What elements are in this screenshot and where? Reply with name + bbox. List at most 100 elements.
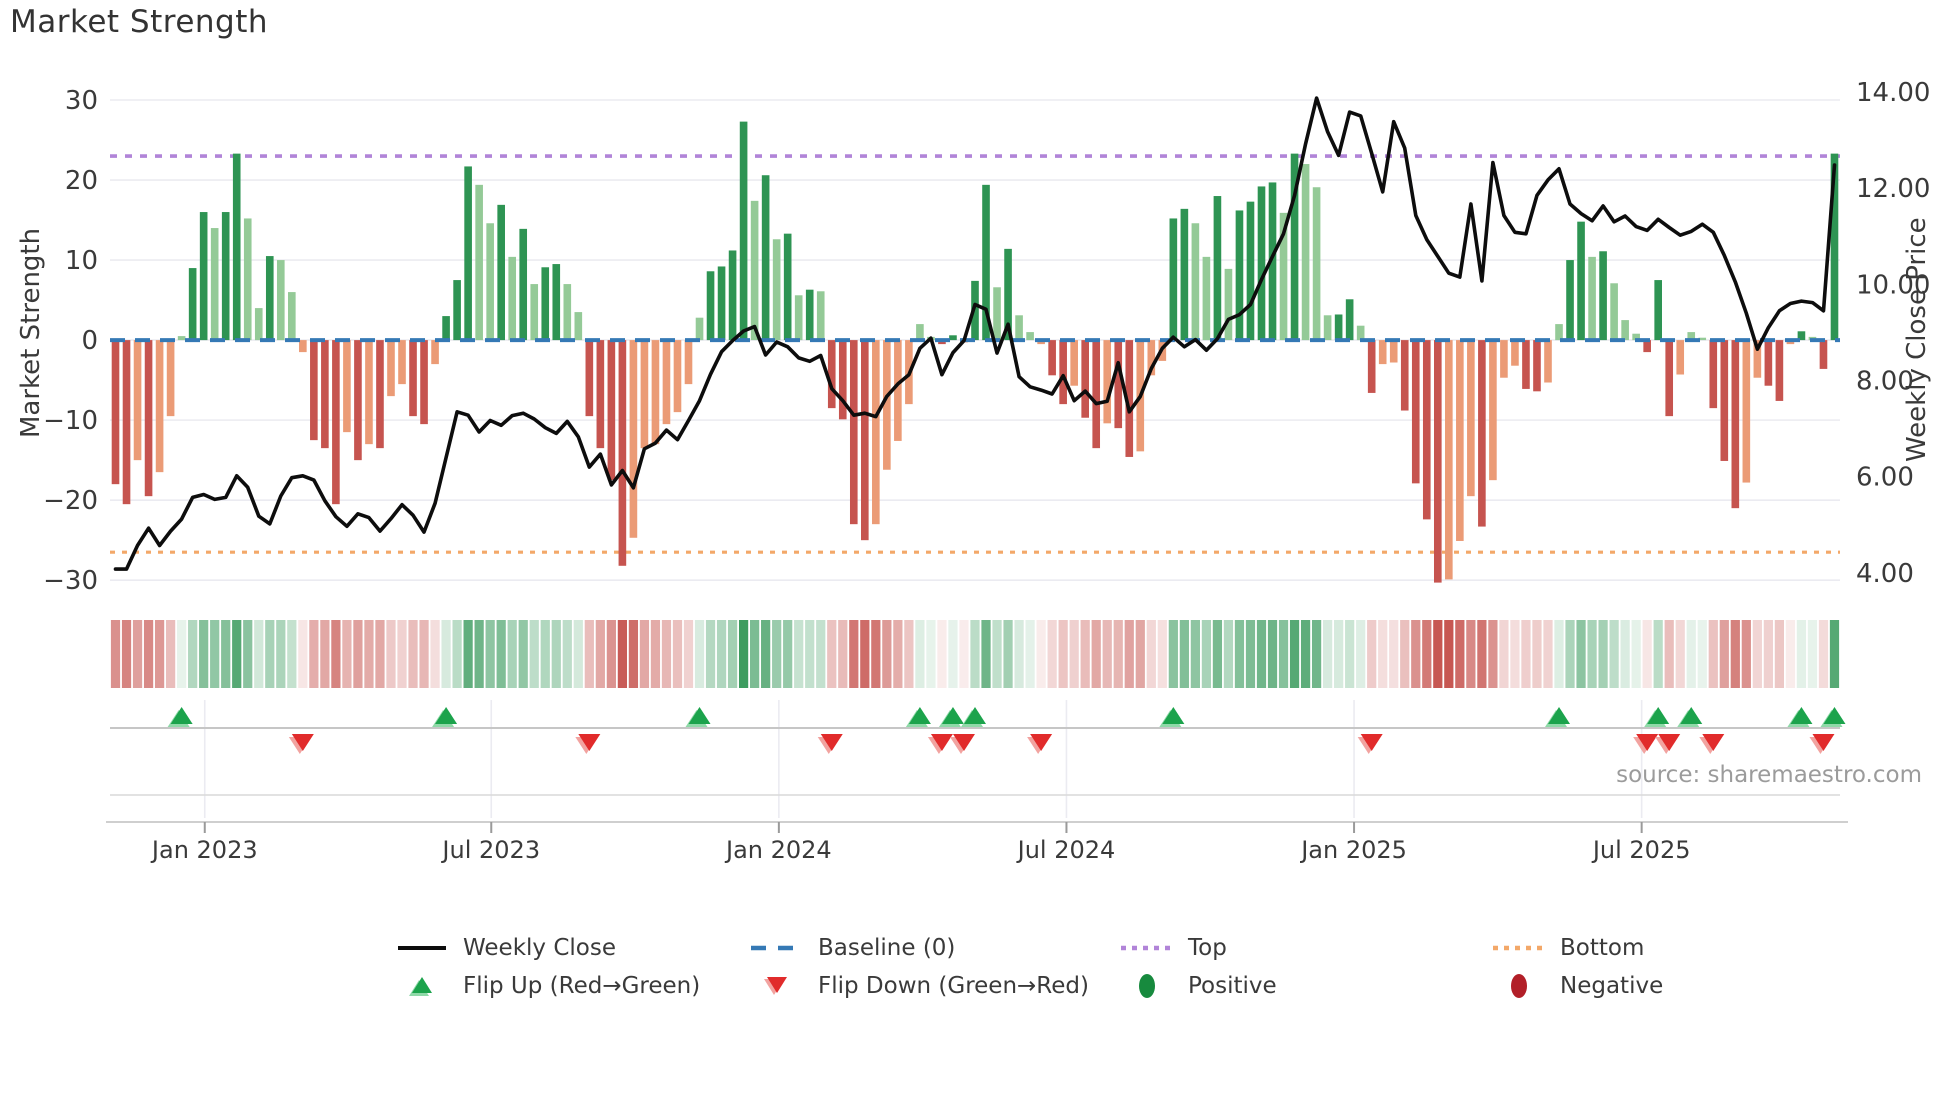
heatmap-cell (331, 620, 341, 688)
flip-down-triangle (952, 734, 975, 751)
heatmap-cell (386, 620, 396, 688)
heatmap-cell (375, 620, 385, 688)
strength-bar (706, 271, 715, 341)
strength-bar (739, 121, 748, 341)
strength-bar (398, 340, 406, 385)
heatmap-cell (1543, 620, 1553, 688)
heatmap-cell (1091, 620, 1101, 688)
flip-down-triangle (930, 734, 953, 751)
heatmap-cell (992, 620, 1002, 688)
strength-bar (243, 218, 252, 341)
flip-up-triangle (964, 707, 986, 724)
strength-bar (1445, 340, 1453, 580)
strength-bar (1334, 314, 1343, 341)
heatmap-cell (1278, 620, 1289, 688)
strength-bar (409, 340, 417, 417)
strength-bar (431, 340, 439, 365)
heatmap-cell (1300, 620, 1311, 688)
strength-bar (1489, 340, 1497, 481)
heatmap-cell (1686, 620, 1696, 688)
strength-bar (453, 280, 461, 341)
heatmap-cell (1400, 620, 1410, 688)
strength-bar (1004, 248, 1012, 341)
flip-up-triangle (1790, 707, 1813, 724)
x-tick-label: Jul 2025 (1591, 836, 1691, 864)
strength-bar (442, 316, 450, 341)
negative-dot-icon (1490, 971, 1548, 1001)
heatmap-cell (540, 620, 550, 688)
heatmap-cell (1047, 620, 1057, 688)
strength-bar (1555, 324, 1563, 341)
heatmap-cell (1774, 620, 1785, 688)
strength-bar (133, 340, 142, 461)
left-y-tick-label: 10 (65, 246, 98, 276)
strength-bar (1070, 340, 1078, 386)
strength-bar (1169, 218, 1178, 341)
strength-bar (155, 340, 164, 473)
heatmap-cell (154, 620, 165, 688)
strength-bar (1720, 340, 1729, 461)
heatmap-cell (353, 620, 363, 688)
heatmap-cell (1212, 620, 1223, 688)
heatmap-cell (485, 620, 495, 688)
heatmap-cell (738, 620, 749, 688)
heatmap-cell (1631, 620, 1641, 688)
legend-label: Bottom (1560, 935, 1645, 961)
heatmap-cell (617, 620, 627, 688)
heatmap-cell (1477, 620, 1487, 688)
strength-bar (519, 228, 528, 341)
heatmap-cell (584, 620, 594, 688)
heatmap-cell (794, 620, 804, 688)
strength-bar (1037, 340, 1045, 345)
strength-bar (221, 212, 230, 341)
heatmap-cell (320, 620, 330, 688)
left-y-tick-label: −20 (43, 486, 98, 516)
heatmap-cell (1014, 620, 1024, 688)
heatmap-cell (419, 620, 429, 688)
strength-bar (508, 256, 517, 341)
right-y-tick-label: 8.00 (1856, 367, 1914, 397)
heatmap-cell (342, 620, 352, 688)
heatmap-cell (860, 620, 870, 688)
strength-bar (772, 239, 781, 341)
strength-bar (1478, 340, 1486, 527)
strength-bar (1709, 340, 1718, 409)
strength-bar (1687, 332, 1696, 341)
legend-label: Baseline (0) (818, 935, 956, 961)
strength-bar (1081, 340, 1090, 418)
heatmap-cell (1807, 620, 1818, 688)
heatmap-cell (1598, 620, 1608, 688)
heatmap-cell (143, 620, 154, 688)
flip-up-triangle (1162, 707, 1185, 724)
heatmap-cell (243, 620, 253, 688)
strength-bar (541, 267, 550, 341)
strength-bar (1411, 340, 1420, 484)
heatmap-cell (1168, 620, 1178, 688)
heatmap-cell (1102, 620, 1112, 688)
flip-down-triangle (291, 734, 314, 751)
strength-bar (563, 284, 572, 341)
flip-down-triangle (1030, 734, 1053, 751)
heatmap-cell (1576, 620, 1586, 688)
heatmap-cell (1532, 620, 1542, 688)
heatmap-cell (518, 620, 528, 688)
heatmap-cell (871, 620, 881, 688)
legend-item-positive: Positive (1118, 968, 1277, 1004)
legend-item-baseline: Baseline (0) (748, 930, 955, 966)
strength-bar (1180, 208, 1189, 341)
heatmap-cell (882, 620, 892, 688)
legend-label: Negative (1560, 973, 1664, 999)
strength-bar (794, 295, 803, 341)
heatmap-cell (1510, 620, 1520, 688)
strength-bar (276, 260, 285, 341)
strength-bar (1500, 340, 1508, 378)
right-y-tick-label: 10.00 (1856, 270, 1930, 300)
heatmap-cell (1818, 620, 1829, 688)
source-attribution: source: sharemaestro.com (1616, 762, 1922, 788)
strength-bar (1400, 340, 1409, 411)
strength-bar (1026, 332, 1034, 341)
heatmap-cell (639, 620, 650, 688)
heatmap-cell (705, 620, 716, 688)
heatmap-cell (926, 620, 936, 688)
